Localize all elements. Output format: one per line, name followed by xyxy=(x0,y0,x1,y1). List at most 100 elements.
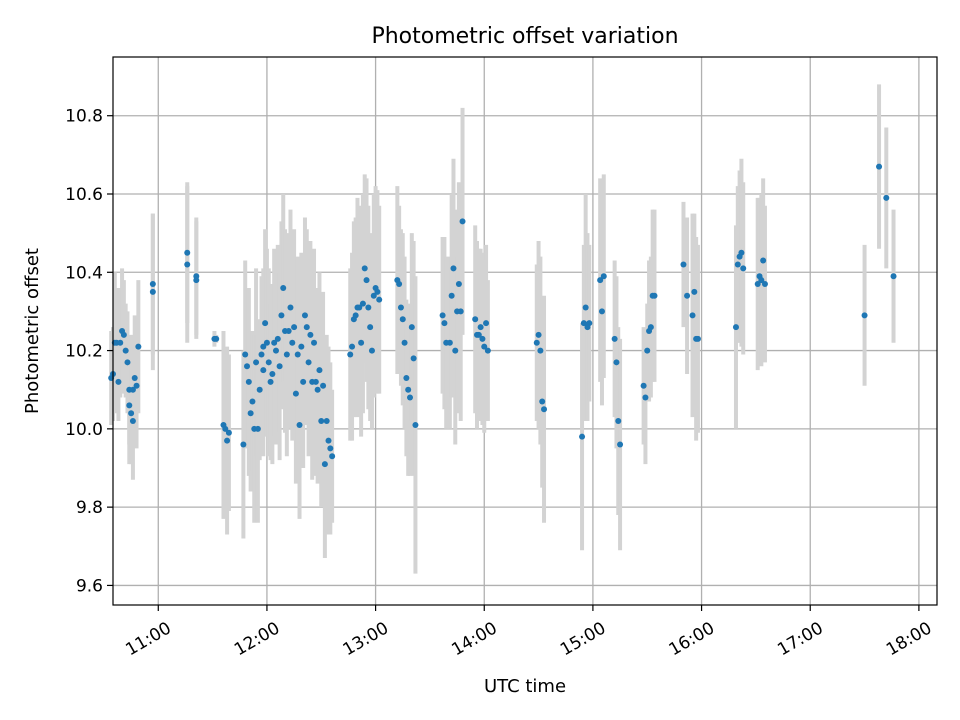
data-point xyxy=(890,273,897,280)
data-point xyxy=(579,433,586,440)
data-point xyxy=(368,347,375,354)
data-point xyxy=(263,339,270,346)
data-point xyxy=(242,351,249,358)
data-point xyxy=(876,163,883,170)
data-point xyxy=(294,351,301,358)
data-point xyxy=(651,292,658,299)
data-point xyxy=(126,402,133,409)
data-point xyxy=(129,386,136,393)
data-point xyxy=(597,277,604,284)
data-point xyxy=(149,288,156,295)
data-point xyxy=(117,339,124,346)
data-point xyxy=(533,339,540,346)
data-point xyxy=(694,335,701,342)
data-point xyxy=(410,355,417,362)
data-point xyxy=(184,249,191,256)
y-tick-label: 10.0 xyxy=(65,420,103,440)
data-point xyxy=(477,324,484,331)
data-point xyxy=(403,374,410,381)
data-point xyxy=(642,394,649,401)
data-point xyxy=(732,324,739,331)
data-point xyxy=(122,347,129,354)
data-point xyxy=(452,347,459,354)
data-point xyxy=(129,418,136,425)
data-point xyxy=(535,331,542,338)
data-points xyxy=(108,163,897,468)
data-point xyxy=(244,363,251,370)
data-point xyxy=(644,347,651,354)
data-point xyxy=(459,218,466,225)
data-point xyxy=(320,382,327,389)
data-point xyxy=(401,339,408,346)
data-point xyxy=(349,343,356,350)
data-point xyxy=(301,312,308,319)
data-point xyxy=(269,371,276,378)
data-point xyxy=(761,281,768,288)
data-point xyxy=(365,304,372,311)
data-point xyxy=(352,312,359,319)
y-tick-label: 9.6 xyxy=(76,576,103,596)
data-point xyxy=(376,296,383,303)
data-point xyxy=(396,281,403,288)
data-point xyxy=(397,304,404,311)
data-point xyxy=(647,324,654,331)
data-point xyxy=(285,328,292,334)
data-point xyxy=(484,347,491,354)
y-axis-ticks: 9.6 9.8 10.0 10.2 10.4 10.6 10.8 xyxy=(65,107,113,596)
data-point xyxy=(296,421,303,428)
data-point xyxy=(260,343,267,350)
data-point xyxy=(611,335,618,342)
y-tick-label: 10.6 xyxy=(65,185,103,205)
data-point xyxy=(327,445,334,452)
data-point xyxy=(289,339,296,346)
data-point xyxy=(361,265,368,272)
data-point xyxy=(316,367,323,374)
data-point xyxy=(240,441,247,448)
data-point xyxy=(537,347,544,354)
data-point xyxy=(128,410,135,417)
data-point xyxy=(298,343,305,350)
data-point xyxy=(439,312,446,319)
data-point xyxy=(615,418,622,425)
data-point xyxy=(740,265,747,272)
data-point xyxy=(249,398,256,405)
data-point xyxy=(412,421,419,428)
data-point xyxy=(479,335,486,342)
data-point xyxy=(407,394,414,401)
y-tick-label: 10.8 xyxy=(65,107,103,127)
data-point xyxy=(734,261,741,268)
data-point xyxy=(483,320,490,327)
data-point xyxy=(115,378,122,385)
data-point xyxy=(253,359,260,366)
data-point xyxy=(450,265,457,272)
data-point xyxy=(455,281,462,288)
plot-frame xyxy=(112,56,938,606)
data-point xyxy=(267,378,274,385)
data-point xyxy=(883,194,890,201)
data-point xyxy=(311,339,318,346)
data-point xyxy=(274,335,281,342)
data-point xyxy=(260,367,267,374)
data-point xyxy=(265,359,272,366)
data-point xyxy=(254,425,261,432)
data-point xyxy=(399,316,406,323)
data-point xyxy=(457,308,464,315)
data-point xyxy=(347,351,354,358)
data-point xyxy=(276,363,283,370)
data-point xyxy=(475,331,482,338)
y-tick-label: 9.8 xyxy=(76,498,103,518)
data-point xyxy=(358,339,365,346)
data-point xyxy=(247,410,254,417)
data-point xyxy=(640,382,647,389)
data-point xyxy=(280,284,287,291)
data-point xyxy=(133,382,140,389)
y-axis-label: Photometric offset xyxy=(22,248,43,414)
data-point xyxy=(222,425,229,432)
data-point xyxy=(312,378,319,385)
y-tick-label: 10.2 xyxy=(65,342,103,362)
data-point xyxy=(356,304,363,311)
data-point xyxy=(760,257,767,264)
data-point xyxy=(258,351,265,358)
chart-title: Photometric offset variation xyxy=(371,24,678,49)
